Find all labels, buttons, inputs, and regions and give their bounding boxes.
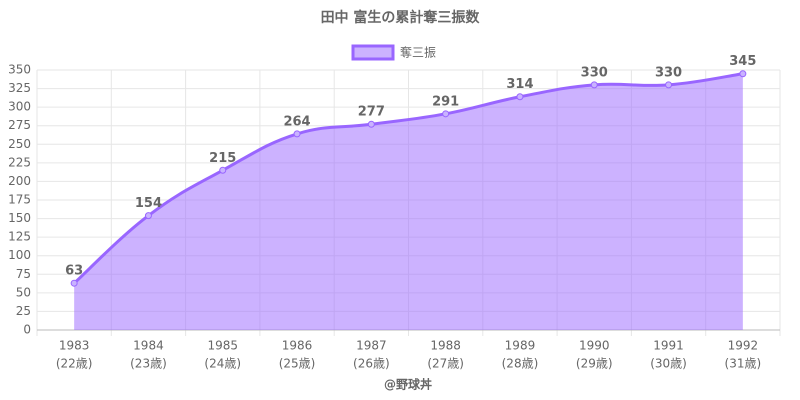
x-tick-label: 1984: [133, 339, 164, 353]
point: [70, 279, 78, 287]
value-label: 154: [135, 196, 162, 211]
y-tick-label: 225: [8, 155, 31, 169]
y-tick-label: 100: [8, 248, 31, 262]
y-tick-label: 200: [8, 174, 31, 188]
value-label: 63: [65, 264, 83, 279]
y-tick-label: 50: [16, 285, 31, 299]
x-tick-label: 1985: [207, 339, 238, 353]
value-label: 291: [432, 94, 459, 109]
point: [665, 81, 673, 89]
x-tick-label: (30歳): [650, 357, 687, 371]
x-tick-label: (27歳): [427, 357, 464, 371]
x-tick-label: (23歳): [130, 357, 167, 371]
y-tick-label: 125: [8, 230, 31, 244]
chart-title: 田中 富生の累計奪三振数: [321, 9, 481, 26]
y-tick-label: 325: [8, 81, 31, 95]
x-tick-label: (29歳): [576, 357, 613, 371]
x-tick-label: (25歳): [279, 357, 316, 371]
y-tick-label: 300: [8, 100, 31, 114]
x-tick-label: 1983: [59, 339, 90, 353]
y-tick-label: 275: [8, 118, 31, 132]
point: [293, 130, 301, 138]
x-tick-label: 1990: [579, 339, 610, 353]
y-tick-label: 350: [8, 63, 31, 77]
y-tick-label: 150: [8, 211, 31, 225]
area-fill: [74, 73, 743, 330]
y-tick-label: 175: [8, 193, 31, 207]
value-label: 330: [581, 65, 608, 80]
point: [516, 93, 524, 101]
value-label: 277: [358, 105, 385, 120]
legend-swatch: [351, 44, 395, 61]
line: [73, 72, 744, 285]
x-tick-label: (24歳): [204, 357, 241, 371]
point: [367, 120, 375, 128]
y-tick-label: 250: [8, 137, 31, 151]
legend-label: 奪三振: [400, 45, 436, 60]
y-tick-label: 0: [23, 323, 31, 337]
x-tick-label: 1988: [430, 339, 461, 353]
value-label: 314: [506, 77, 533, 92]
y-tick-label: 75: [16, 267, 31, 281]
point: [144, 212, 152, 220]
x-tick-label: 1987: [356, 339, 387, 353]
x-axis-label: @野球丼: [384, 377, 432, 392]
x-tick-label: (31歳): [725, 357, 762, 371]
point: [442, 110, 450, 118]
x-tick-label: (22歳): [56, 357, 93, 371]
y-tick-label: 25: [16, 304, 31, 318]
x-tick-label: 1992: [728, 339, 759, 353]
x-tick-label: (26歳): [353, 357, 390, 371]
value-label: 330: [655, 65, 682, 80]
x-tick-label: 1986: [282, 339, 313, 353]
value-label: 215: [209, 151, 236, 166]
x-tick-label: 1991: [653, 339, 684, 353]
point: [590, 81, 598, 89]
point: [739, 70, 747, 78]
x-tick-label: (28歳): [502, 357, 539, 371]
value-label: 264: [283, 114, 310, 129]
x-tick-label: 1989: [505, 339, 536, 353]
value-label: 345: [729, 54, 756, 69]
point: [219, 166, 227, 174]
